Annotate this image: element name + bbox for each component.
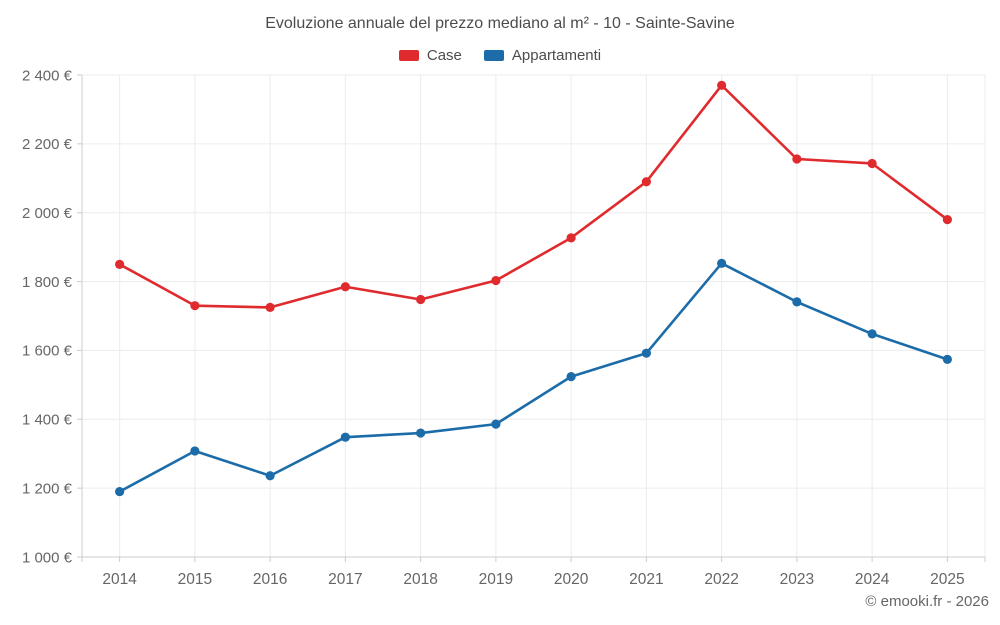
legend-item-case[interactable]: Case [398, 47, 462, 64]
svg-text:1 200 €: 1 200 € [22, 480, 73, 497]
svg-text:1 800 €: 1 800 € [22, 274, 73, 291]
svg-text:2016: 2016 [253, 571, 287, 588]
svg-text:2024: 2024 [855, 571, 890, 588]
legend-label-case: Case [426, 47, 462, 64]
svg-text:2015: 2015 [178, 571, 212, 588]
legend-swatch-case-icon [398, 50, 419, 61]
svg-text:1 000 €: 1 000 € [22, 549, 73, 566]
svg-text:2018: 2018 [403, 571, 437, 588]
svg-text:2025: 2025 [930, 571, 964, 588]
svg-text:1 400 €: 1 400 € [22, 412, 73, 429]
legend-swatch-appartamenti-icon [483, 50, 504, 61]
legend-label-appartamenti: Appartamenti [511, 47, 602, 64]
legend-item-appartamenti[interactable]: Appartamenti [483, 47, 602, 64]
svg-text:2014: 2014 [102, 571, 137, 588]
svg-text:2023: 2023 [780, 571, 814, 588]
svg-text:1 600 €: 1 600 € [22, 343, 73, 360]
svg-text:2 000 €: 2 000 € [22, 205, 73, 222]
svg-text:2020: 2020 [554, 571, 589, 588]
chart-title: Evoluzione annuale del prezzo mediano al… [265, 15, 735, 32]
svg-text:2021: 2021 [629, 571, 663, 588]
svg-text:2019: 2019 [479, 571, 513, 588]
svg-text:2 200 €: 2 200 € [22, 136, 73, 153]
svg-text:2022: 2022 [704, 571, 738, 588]
svg-text:2 400 €: 2 400 € [22, 67, 73, 84]
chart-legend: Case Appartamenti [0, 47, 1000, 64]
svg-text:2017: 2017 [328, 571, 362, 588]
attribution-text: © emooki.fr - 2026 [865, 593, 989, 610]
